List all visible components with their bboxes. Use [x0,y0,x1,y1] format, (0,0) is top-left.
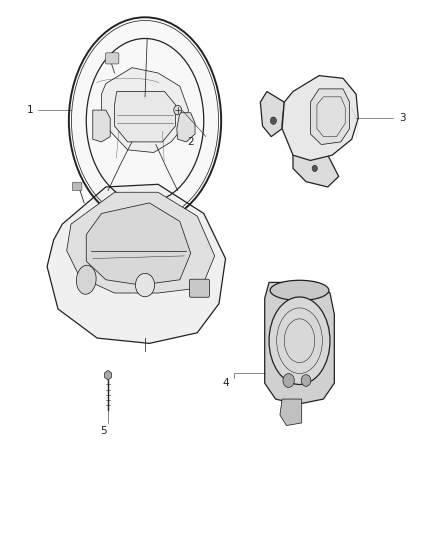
Text: 4: 4 [222,378,229,388]
FancyBboxPatch shape [189,279,209,297]
Ellipse shape [70,19,220,222]
Circle shape [283,374,294,387]
Circle shape [174,106,182,115]
Polygon shape [115,92,176,142]
Text: 5: 5 [100,426,107,436]
FancyBboxPatch shape [72,182,82,191]
Circle shape [270,117,276,124]
Polygon shape [102,68,188,152]
Circle shape [301,375,311,386]
Polygon shape [282,76,358,160]
Polygon shape [86,203,191,285]
Polygon shape [47,184,226,343]
Text: 2: 2 [187,137,194,147]
Ellipse shape [76,265,96,294]
Polygon shape [67,192,215,293]
Polygon shape [311,89,350,144]
Text: 3: 3 [399,113,406,123]
Text: 1: 1 [26,105,33,115]
FancyBboxPatch shape [106,53,119,64]
Polygon shape [280,399,302,425]
Ellipse shape [270,280,329,301]
Polygon shape [260,92,284,136]
Circle shape [135,273,155,297]
Polygon shape [177,113,195,142]
Circle shape [312,165,318,172]
Polygon shape [265,282,334,405]
Ellipse shape [269,297,330,384]
Polygon shape [93,110,110,142]
Polygon shape [293,152,339,187]
